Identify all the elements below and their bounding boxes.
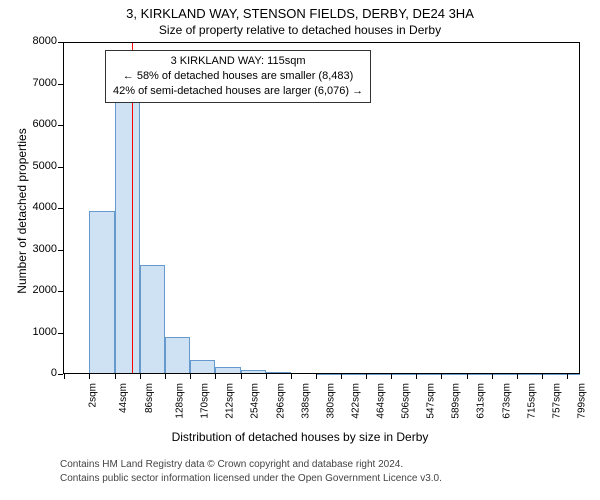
y-tick-mark: [58, 291, 63, 292]
callout-line3: 42% of semi-detached houses are larger (…: [113, 84, 363, 99]
x-tick-label: 715sqm: [526, 383, 537, 419]
x-tick-mark: [341, 374, 342, 379]
x-tick-label: 506sqm: [401, 383, 412, 419]
y-tick-label: 8000: [21, 35, 57, 47]
histogram-bar: [391, 374, 416, 375]
x-tick-label: 464sqm: [376, 383, 387, 419]
y-tick-mark: [58, 84, 63, 85]
y-tick-label: 0: [21, 367, 57, 379]
footer-line1: Contains HM Land Registry data © Crown c…: [60, 458, 442, 472]
x-tick-label: 799sqm: [577, 383, 588, 419]
x-tick-mark: [542, 374, 543, 379]
x-tick-label: 170sqm: [200, 383, 211, 419]
histogram-bar: [542, 374, 567, 375]
footer-attribution: Contains HM Land Registry data © Crown c…: [60, 458, 442, 485]
x-tick-mark: [441, 374, 442, 379]
y-tick-mark: [58, 42, 63, 43]
x-tick-mark: [89, 374, 90, 379]
x-tick-mark: [517, 374, 518, 379]
histogram-bar: [517, 374, 542, 375]
callout-line1: 3 KIRKLAND WAY: 115sqm: [113, 54, 363, 69]
histogram-bar: [492, 374, 517, 375]
x-tick-label: 254sqm: [250, 383, 261, 419]
x-tick-mark: [567, 374, 568, 379]
histogram-bar: [190, 360, 215, 374]
x-tick-mark: [266, 374, 267, 379]
plot-area: 0100020003000400050006000700080002sqm44s…: [63, 42, 580, 374]
x-tick-mark: [391, 374, 392, 379]
x-tick-label: 338sqm: [300, 383, 311, 419]
histogram-bar: [467, 374, 492, 375]
histogram-bar: [115, 98, 140, 374]
x-tick-label: 422sqm: [351, 383, 362, 419]
x-tick-mark: [64, 374, 65, 379]
x-tick-mark: [467, 374, 468, 379]
x-axis-label: Distribution of detached houses by size …: [0, 430, 600, 444]
x-tick-label: 380sqm: [325, 383, 336, 419]
chart-subtitle: Size of property relative to detached ho…: [0, 21, 600, 37]
x-tick-mark: [416, 374, 417, 379]
x-tick-mark: [492, 374, 493, 379]
x-tick-label: 212sqm: [225, 383, 236, 419]
y-tick-mark: [58, 374, 63, 375]
x-tick-mark: [316, 374, 317, 379]
x-tick-mark: [140, 374, 141, 379]
x-tick-label: 673sqm: [501, 383, 512, 419]
x-tick-label: 2sqm: [88, 383, 99, 407]
x-tick-mark: [165, 374, 166, 379]
y-axis-label: Number of detached properties: [15, 121, 29, 301]
chart-container: 3, KIRKLAND WAY, STENSON FIELDS, DERBY, …: [0, 0, 600, 500]
x-tick-label: 86sqm: [144, 383, 155, 413]
callout-line2: ← 58% of detached houses are smaller (8,…: [113, 69, 363, 84]
histogram-bar: [567, 374, 580, 375]
axis-border: [579, 42, 580, 374]
x-tick-label: 589sqm: [451, 383, 462, 419]
x-tick-mark: [291, 374, 292, 379]
y-tick-mark: [58, 250, 63, 251]
x-tick-label: 296sqm: [275, 383, 286, 419]
histogram-bar: [441, 374, 466, 375]
x-tick-mark: [366, 374, 367, 379]
x-tick-mark: [241, 374, 242, 379]
histogram-bar: [89, 211, 114, 374]
x-tick-label: 631sqm: [476, 383, 487, 419]
x-tick-label: 44sqm: [118, 383, 129, 413]
histogram-bar: [140, 265, 165, 374]
x-tick-mark: [190, 374, 191, 379]
y-tick-label: 1000: [21, 326, 57, 338]
footer-line2: Contains public sector information licen…: [60, 472, 442, 486]
y-tick-mark: [58, 167, 63, 168]
y-tick-mark: [58, 125, 63, 126]
x-tick-label: 547sqm: [426, 383, 437, 419]
y-tick-label: 7000: [21, 77, 57, 89]
y-tick-mark: [58, 208, 63, 209]
axis-border: [63, 42, 64, 374]
histogram-bar: [165, 337, 190, 374]
chart-title: 3, KIRKLAND WAY, STENSON FIELDS, DERBY, …: [0, 0, 600, 21]
x-tick-mark: [215, 374, 216, 379]
x-tick-label: 128sqm: [174, 383, 185, 419]
y-tick-mark: [58, 333, 63, 334]
callout-box: 3 KIRKLAND WAY: 115sqm← 58% of detached …: [105, 50, 371, 103]
x-tick-label: 757sqm: [552, 383, 563, 419]
histogram-bar: [416, 374, 441, 375]
x-tick-mark: [115, 374, 116, 379]
axis-border: [63, 42, 580, 43]
